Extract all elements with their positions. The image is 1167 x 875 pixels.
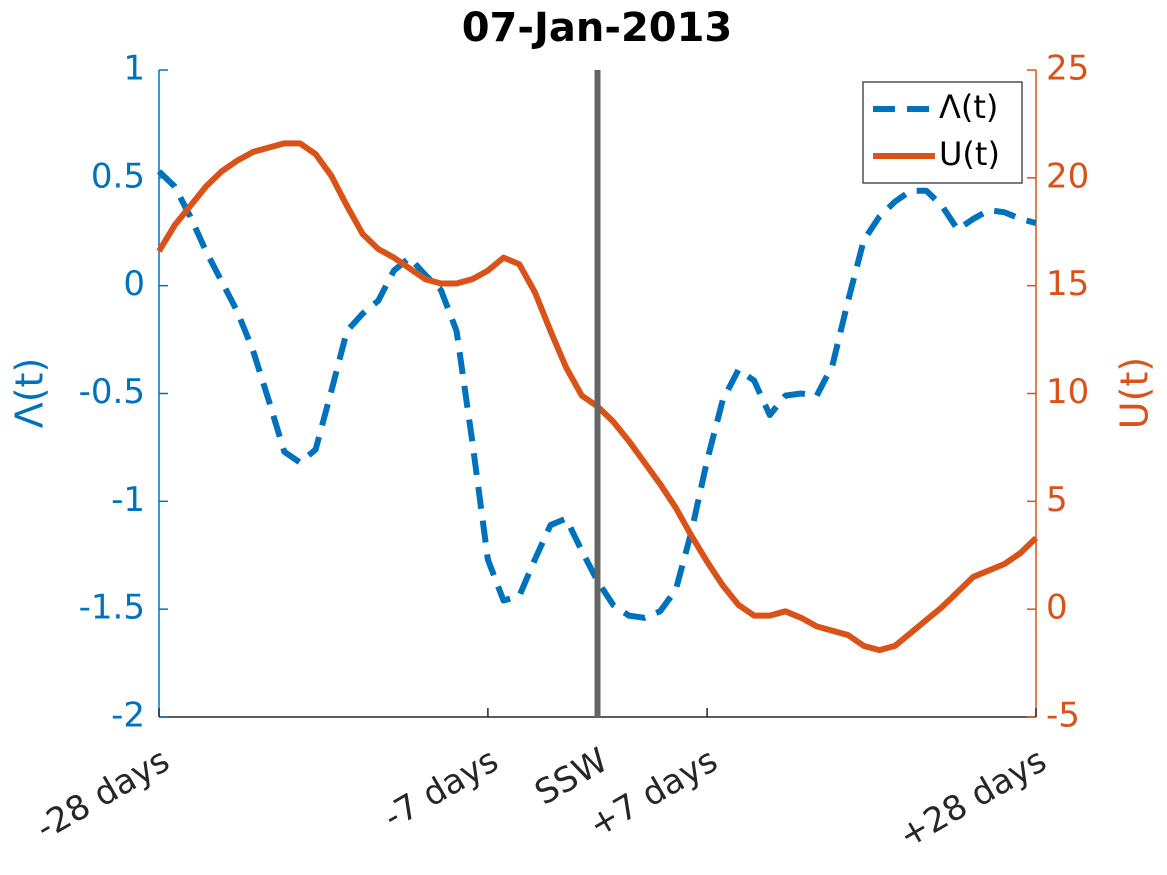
y2-tick-label: -5 xyxy=(1046,696,1080,736)
y2-axis-label: U(t) xyxy=(1113,357,1157,429)
y-tick-label: -2 xyxy=(111,696,145,736)
y-tick-label: -0.5 xyxy=(79,372,145,412)
y-tick-label: 1 xyxy=(123,49,145,89)
y-tick-label: 0.5 xyxy=(91,156,145,196)
y2-tick-label: 15 xyxy=(1046,264,1089,304)
y2-tick-label: 25 xyxy=(1046,49,1089,89)
x-tick-label: -7 days xyxy=(377,740,505,837)
legend-label: U(t) xyxy=(939,135,1000,173)
y-tick-label: -1 xyxy=(111,480,145,520)
y2-tick-label: 0 xyxy=(1046,588,1068,628)
y2-tick-label: 10 xyxy=(1046,372,1089,412)
y-tick-label: 0 xyxy=(123,264,145,304)
legend-label: Λ(t) xyxy=(939,88,998,126)
legend-box xyxy=(862,81,1023,184)
y-tick-label: -1.5 xyxy=(79,588,145,628)
x-tick-label: +28 days xyxy=(892,740,1053,856)
y2-tick-label: 5 xyxy=(1046,480,1068,520)
x-tick-label: -28 days xyxy=(29,740,176,848)
chart-title: 07-Jan-2013 xyxy=(462,5,733,51)
y-axis-label: Λ(t) xyxy=(8,358,52,429)
series-line xyxy=(156,169,1037,621)
y2-tick-label: 20 xyxy=(1046,156,1089,196)
